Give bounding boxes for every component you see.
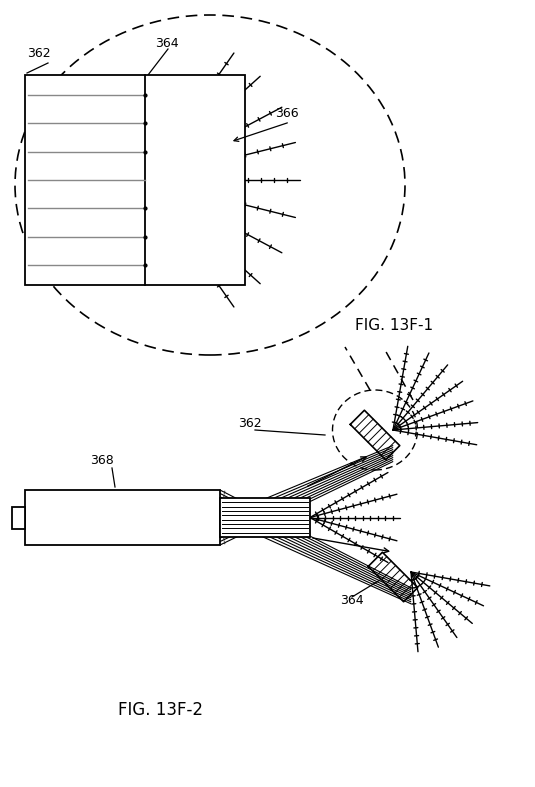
Text: 366: 366: [275, 107, 299, 120]
Text: 362: 362: [27, 47, 51, 60]
Bar: [220, 498, 310, 537]
Bar: [12, 507, 25, 529]
Text: FIG. 13F-2: FIG. 13F-2: [118, 701, 203, 719]
Text: 362: 362: [238, 417, 262, 430]
Text: 364: 364: [155, 37, 179, 50]
Bar: [25, 490, 220, 545]
Bar: [25, 75, 245, 285]
Text: 364: 364: [340, 594, 364, 607]
Text: 368: 368: [90, 454, 114, 467]
Text: FIG. 13F-1: FIG. 13F-1: [355, 318, 433, 333]
